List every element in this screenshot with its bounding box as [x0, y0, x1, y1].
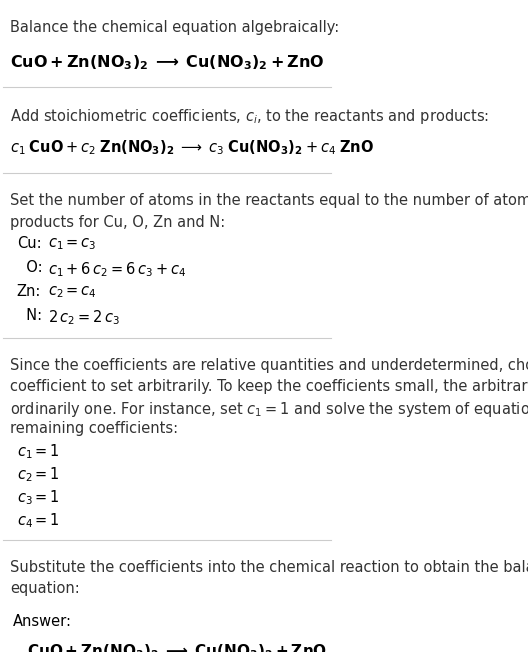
Text: Substitute the coefficients into the chemical reaction to obtain the balanced: Substitute the coefficients into the che…: [10, 559, 528, 574]
Text: $c_2 = c_4$: $c_2 = c_4$: [49, 284, 97, 300]
Text: $c_3 = 1$: $c_3 = 1$: [17, 488, 60, 507]
Text: equation:: equation:: [10, 582, 80, 597]
Text: remaining coefficients:: remaining coefficients:: [10, 421, 178, 436]
Text: $c_1 = 1$: $c_1 = 1$: [17, 443, 60, 461]
Text: Since the coefficients are relative quantities and underdetermined, choose a: Since the coefficients are relative quan…: [10, 358, 528, 373]
Text: N:: N:: [17, 308, 42, 323]
Text: $c_2 = 1$: $c_2 = 1$: [17, 466, 60, 484]
FancyBboxPatch shape: [3, 600, 204, 652]
Text: $\mathbf{CuO + Zn(NO_3)_2 \;\longrightarrow\; Cu(NO_3)_2 + ZnO}$: $\mathbf{CuO + Zn(NO_3)_2 \;\longrightar…: [10, 53, 325, 72]
Text: $\mathbf{CuO + Zn(NO_3)_2 \;\longrightarrow\; Cu(NO_3)_2 + ZnO}$: $\mathbf{CuO + Zn(NO_3)_2 \;\longrightar…: [27, 642, 327, 652]
Text: $c_1 + 6\,c_2 = 6\,c_3 + c_4$: $c_1 + 6\,c_2 = 6\,c_3 + c_4$: [49, 260, 187, 279]
Text: O:: O:: [17, 260, 42, 275]
Text: $c_4 = 1$: $c_4 = 1$: [17, 511, 60, 530]
Text: Cu:: Cu:: [17, 237, 41, 252]
Text: Set the number of atoms in the reactants equal to the number of atoms in the: Set the number of atoms in the reactants…: [10, 193, 528, 208]
Text: Balance the chemical equation algebraically:: Balance the chemical equation algebraica…: [10, 20, 340, 35]
Text: products for Cu, O, Zn and N:: products for Cu, O, Zn and N:: [10, 215, 225, 230]
Text: Answer:: Answer:: [13, 614, 72, 629]
Text: coefficient to set arbitrarily. To keep the coefficients small, the arbitrary va: coefficient to set arbitrarily. To keep …: [10, 379, 528, 394]
Text: $2\,c_2 = 2\,c_3$: $2\,c_2 = 2\,c_3$: [49, 308, 120, 327]
Text: $c_1\;\mathbf{CuO} + c_2\;\mathbf{Zn(NO_3)_2} \;\longrightarrow\; c_3\;\mathbf{C: $c_1\;\mathbf{CuO} + c_2\;\mathbf{Zn(NO_…: [10, 139, 374, 158]
Text: Zn:: Zn:: [17, 284, 41, 299]
Text: Add stoichiometric coefficients, $c_i$, to the reactants and products:: Add stoichiometric coefficients, $c_i$, …: [10, 108, 489, 126]
Text: $c_1 = c_3$: $c_1 = c_3$: [49, 237, 97, 252]
Text: ordinarily one. For instance, set $c_1 = 1$ and solve the system of equations fo: ordinarily one. For instance, set $c_1 =…: [10, 400, 528, 419]
